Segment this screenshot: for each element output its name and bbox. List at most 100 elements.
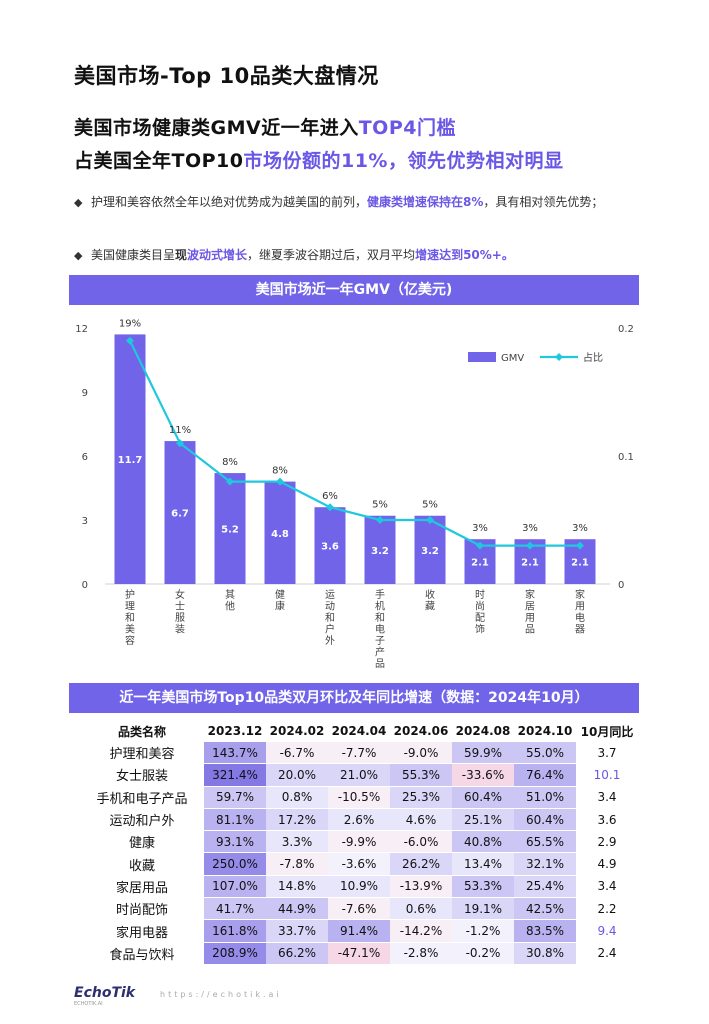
growth-cell: -7.8% [266, 852, 328, 876]
legend-gmv-swatch [468, 352, 496, 362]
y-right-tick-label: 0 [618, 580, 624, 591]
growth-cell: 2.6% [328, 808, 390, 832]
growth-cell: 25.3% [390, 786, 452, 809]
growth-cell: 44.9% [266, 897, 328, 921]
legend-share-label: 占比 [583, 351, 603, 364]
category-label: 女士服装 [175, 588, 185, 636]
y-left-tick-label: 12 [75, 324, 88, 335]
growth-cell: 208.9% [204, 942, 266, 965]
growth-cell: 53.3% [452, 875, 514, 899]
bullet-2-highlight-2: 增速达到50%+。 [415, 248, 514, 262]
growth-cell: 60.4% [514, 808, 576, 832]
share-value-label: 3% [522, 523, 538, 534]
growth-cell: 83.5% [514, 919, 576, 943]
chart-banner: 美国市场近一年GMV（亿美元) [69, 275, 639, 305]
bar-value-label: 3.2 [371, 546, 389, 557]
diamond-bullet-icon: ◆ [74, 196, 83, 209]
y-left-tick-label: 9 [82, 388, 88, 399]
headline-1-highlight: TOP4门槛 [358, 117, 456, 139]
header-period: 2024.08 [455, 724, 511, 738]
growth-cell: 30.8% [514, 942, 576, 965]
table-row: 女士服装 321.4% 20.0% 21.0% 55.3% -33.6% 76.4% 10.1 [80, 763, 638, 787]
growth-cell: 32.1% [514, 852, 576, 876]
share-value-label: 6% [322, 491, 338, 502]
bar-value-label: 2.1 [571, 558, 589, 569]
growth-cell: 93.1% [204, 830, 266, 854]
table-row: 时尚配饰 41.7% 44.9% -7.6% 0.6% 19.1% 42.5% 2.2 [80, 897, 638, 921]
growth-cell: 21.0% [328, 763, 390, 787]
header-period: 2024.06 [393, 724, 449, 738]
growth-cell: -33.6% [452, 763, 514, 787]
growth-cell: -2.8% [390, 942, 452, 965]
echotik-logo: EchoTik ECHOTIK.AI [74, 985, 135, 1007]
growth-cell: 25.4% [514, 875, 576, 899]
row-category: 女士服装 [80, 763, 204, 787]
headline-1-text: 美国市场健康类GMV近一年进入 [74, 117, 359, 139]
growth-cell: 17.2% [266, 808, 328, 832]
table-row: 运动和户外 81.1% 17.2% 2.6% 4.6% 25.1% 60.4% 3.6 [80, 808, 638, 832]
share-point [126, 336, 134, 345]
gmv-chart: 0 3 6 9 12 0 0.1 0.2 11.7 护理和美容 6.7 女士服装 5.2 其他 4.8 健康 3… [75, 318, 634, 670]
growth-cell: 42.5% [514, 897, 576, 921]
gmv-bar [414, 515, 446, 584]
share-point [476, 541, 484, 550]
yoy-cell: 2.2 [576, 897, 638, 921]
table-row: 护理和美容 143.7% -6.7% -7.7% -9.0% 59.9% 55.0% 3.7 [80, 742, 638, 765]
row-category: 护理和美容 [80, 742, 204, 765]
growth-cell: 13.4% [452, 852, 514, 876]
yoy-cell: 4.9 [576, 852, 638, 876]
header-period: 2023.12 [207, 724, 263, 738]
growth-cell: -47.1% [328, 942, 390, 965]
share-value-label: 5% [372, 500, 388, 511]
growth-cell: 143.7% [204, 742, 266, 765]
bullet-2-middle: ，继夏季波谷期过后，双月平均 [247, 248, 416, 262]
gmv-bar [314, 507, 346, 584]
bar-value-label: 3.2 [421, 546, 439, 557]
table-header-row: 品类名称 2023.12 2024.02 2024.04 2024.06 2024.08 2… [80, 720, 638, 742]
row-category: 家用电器 [80, 919, 204, 943]
growth-cell: -6.0% [390, 830, 452, 854]
growth-cell: 14.8% [266, 875, 328, 899]
yoy-cell: 10.1 [576, 763, 638, 787]
growth-cell: 0.6% [390, 897, 452, 921]
bar-value-label: 3.6 [321, 542, 339, 553]
share-line [129, 340, 580, 547]
gmv-bar [214, 473, 246, 584]
share-point [276, 477, 284, 486]
table-row: 食品与饮料 208.9% 66.2% -47.1% -2.8% -0.2% 30.8% 2.4 [80, 942, 638, 965]
bullet-1-tail: ，具有相对领先优势； [483, 195, 604, 209]
category-label: 收藏 [425, 588, 435, 613]
growth-cell: 59.7% [204, 786, 266, 809]
category-label: 其他 [225, 589, 235, 613]
category-label: 运动和户外 [325, 589, 335, 647]
row-category: 手机和电子产品 [80, 786, 204, 809]
bullet-1-text: 护理和美容依然全年以绝对优势成为越美国的前列， [91, 195, 368, 209]
growth-cell: 107.0% [204, 875, 266, 899]
share-point [526, 541, 534, 550]
growth-cell: 55.3% [390, 763, 452, 787]
growth-cell: -0.2% [452, 942, 514, 965]
category-label: 手机和电子产品 [375, 588, 385, 670]
gmv-bar [264, 481, 296, 584]
yoy-cell: 3.4 [576, 875, 638, 899]
legend-gmv-label: GMV [501, 353, 524, 364]
row-category: 健康 [80, 830, 204, 854]
growth-cell: 66.2% [266, 942, 328, 965]
growth-cell: 3.3% [266, 830, 328, 854]
header-category: 品类名称 [117, 724, 166, 739]
growth-cell: 65.5% [514, 830, 576, 854]
category-label: 家用电器 [575, 588, 585, 636]
row-category: 收藏 [80, 852, 204, 876]
growth-cell: -9.9% [328, 830, 390, 854]
row-category: 运动和户外 [80, 808, 204, 832]
headline-2: 占美国全年TOP10市场份额的11%，领先优势相对明显 [74, 146, 563, 173]
bullet-1-highlight: 健康类增速保持在8% [367, 195, 484, 209]
table-row: 健康 93.1% 3.3% -9.9% -6.0% 40.8% 65.5% 2.9 [80, 830, 638, 854]
headline-2-text: 占美国全年TOP10 [74, 150, 244, 172]
bar-value-label: 2.1 [521, 558, 539, 569]
diamond-bullet-icon: ◆ [74, 249, 83, 262]
growth-cell: 91.4% [328, 919, 390, 943]
growth-cell: -14.2% [390, 919, 452, 943]
growth-cell: -9.0% [390, 742, 452, 765]
bar-value-label: 4.8 [271, 529, 289, 540]
